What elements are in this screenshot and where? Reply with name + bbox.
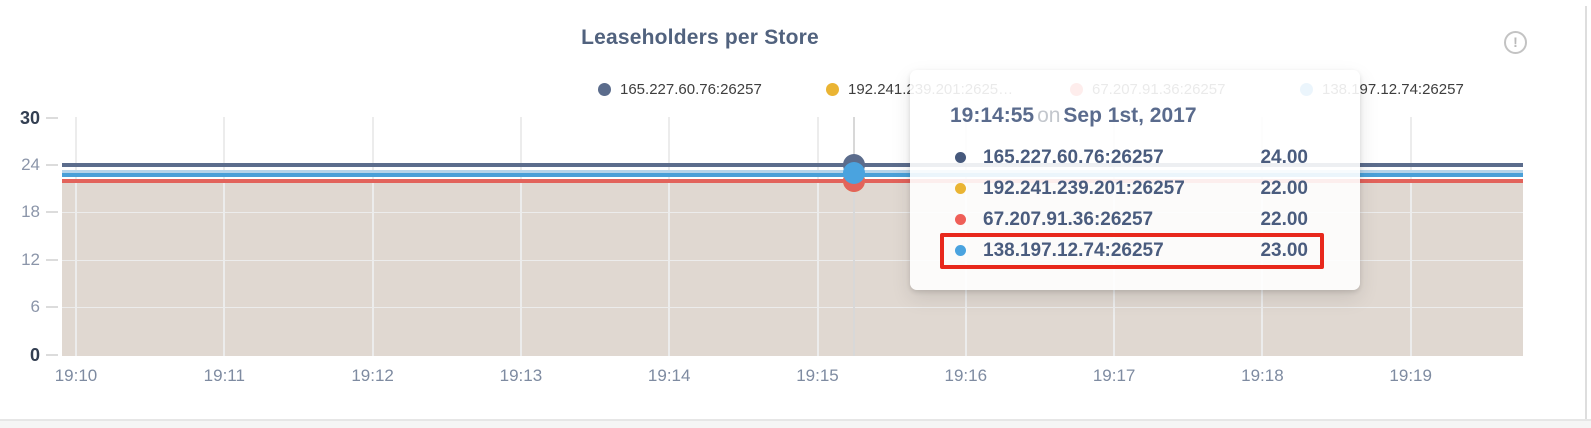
tooltip-date: Sep 1st, 2017	[1063, 104, 1197, 127]
x-axis-label: 19:17	[1092, 366, 1136, 385]
h-gridline	[62, 212, 1523, 214]
tooltip-series-value: 22.00	[1260, 177, 1308, 199]
v-gridline	[371, 117, 374, 356]
v-gridline	[519, 117, 522, 356]
tooltip-series-value: 23.00	[1260, 239, 1308, 261]
tooltip-series-label: 67.207.91.36:26257	[983, 208, 1154, 230]
tooltip-series-label: 165.227.60.76:26257	[983, 146, 1164, 168]
hover-crosshair-line	[853, 117, 855, 356]
tooltip-on-word: on	[1037, 104, 1061, 127]
y-axis-label: 18	[21, 202, 40, 222]
legend-dot-icon	[826, 82, 839, 96]
y-axis-tick	[46, 211, 58, 214]
tooltip-series-label: 192.241.239.201:26257	[983, 177, 1185, 199]
y-axis-label: 6	[30, 297, 40, 317]
x-axis-label: 19:12	[351, 366, 394, 385]
y-axis-tick	[46, 163, 58, 166]
tooltip-series-dot	[955, 245, 966, 256]
hover-dot-4	[843, 161, 865, 184]
y-axis-tick	[46, 116, 58, 119]
y-axis-tick	[46, 306, 58, 309]
y-axis-label: 30	[19, 107, 40, 128]
tooltip-time: 19:14:55	[950, 104, 1035, 127]
series-line-1	[62, 162, 1523, 167]
tooltip-series-value: 22.00	[1260, 208, 1308, 230]
panel-bottom-strip	[0, 421, 1591, 428]
y-axis-tick	[46, 353, 58, 356]
tooltip-timestamp: 19:14:55 on Sep 1st, 2017	[950, 104, 1197, 128]
hover-tooltip: 19:14:55 on Sep 1st, 2017 165.227.60.76:26…	[910, 70, 1360, 290]
x-axis-label: 19:18	[1241, 366, 1284, 385]
legend-item-1[interactable]: 165.227.60.76:26257	[598, 80, 762, 98]
tooltip-row-4-highlighted: 138.197.12.74:26257 23.00	[910, 235, 1360, 266]
series-line-3	[62, 178, 1523, 183]
tooltip-row-1: 165.227.60.76:26257 24.00	[910, 142, 1360, 173]
panel-right-border	[1585, 6, 1587, 428]
x-axis-label: 19:10	[54, 366, 98, 385]
v-gridline	[668, 117, 671, 356]
chart-title: Leaseholders per Store	[581, 26, 819, 49]
x-axis-label: 19:15	[796, 366, 839, 385]
h-gridline	[62, 259, 1523, 261]
x-axis-label: 19:19	[1389, 366, 1432, 385]
v-gridline	[223, 117, 226, 356]
tooltip-row-3: 67.207.91.36:26257 22.00	[910, 204, 1360, 235]
y-axis-label: 12	[21, 249, 40, 269]
tooltip-row-2: 192.241.239.201:26257 22.00	[910, 173, 1360, 204]
tooltip-series-dot	[955, 214, 966, 225]
x-axis-label: 19:11	[203, 366, 245, 385]
y-axis-label: 24	[21, 154, 40, 174]
h-gridline	[62, 307, 1523, 309]
tooltip-series-dot	[955, 152, 966, 163]
tooltip-series-label: 138.197.12.74:26257	[983, 239, 1164, 261]
tooltip-series-dot	[955, 183, 966, 194]
x-axis-label: 19:16	[944, 366, 988, 385]
y-axis-tick	[46, 258, 58, 261]
tooltip-series-value: 24.00	[1260, 146, 1308, 168]
x-axis-label: 19:14	[647, 366, 691, 385]
legend-dot-icon	[598, 82, 611, 96]
panel-bottom-border	[0, 419, 1591, 421]
legend-label: 165.227.60.76:26257	[620, 80, 762, 98]
info-icon[interactable]: !	[1504, 31, 1527, 54]
tooltip-rows: 165.227.60.76:26257 24.00 192.241.239.201:…	[910, 142, 1360, 266]
v-gridline	[1409, 117, 1412, 356]
x-axis-label: 19:13	[499, 366, 543, 385]
series-line-4	[62, 169, 1523, 177]
v-gridline	[75, 117, 77, 356]
y-axis-label: 0	[29, 344, 40, 365]
v-gridline	[816, 117, 819, 356]
